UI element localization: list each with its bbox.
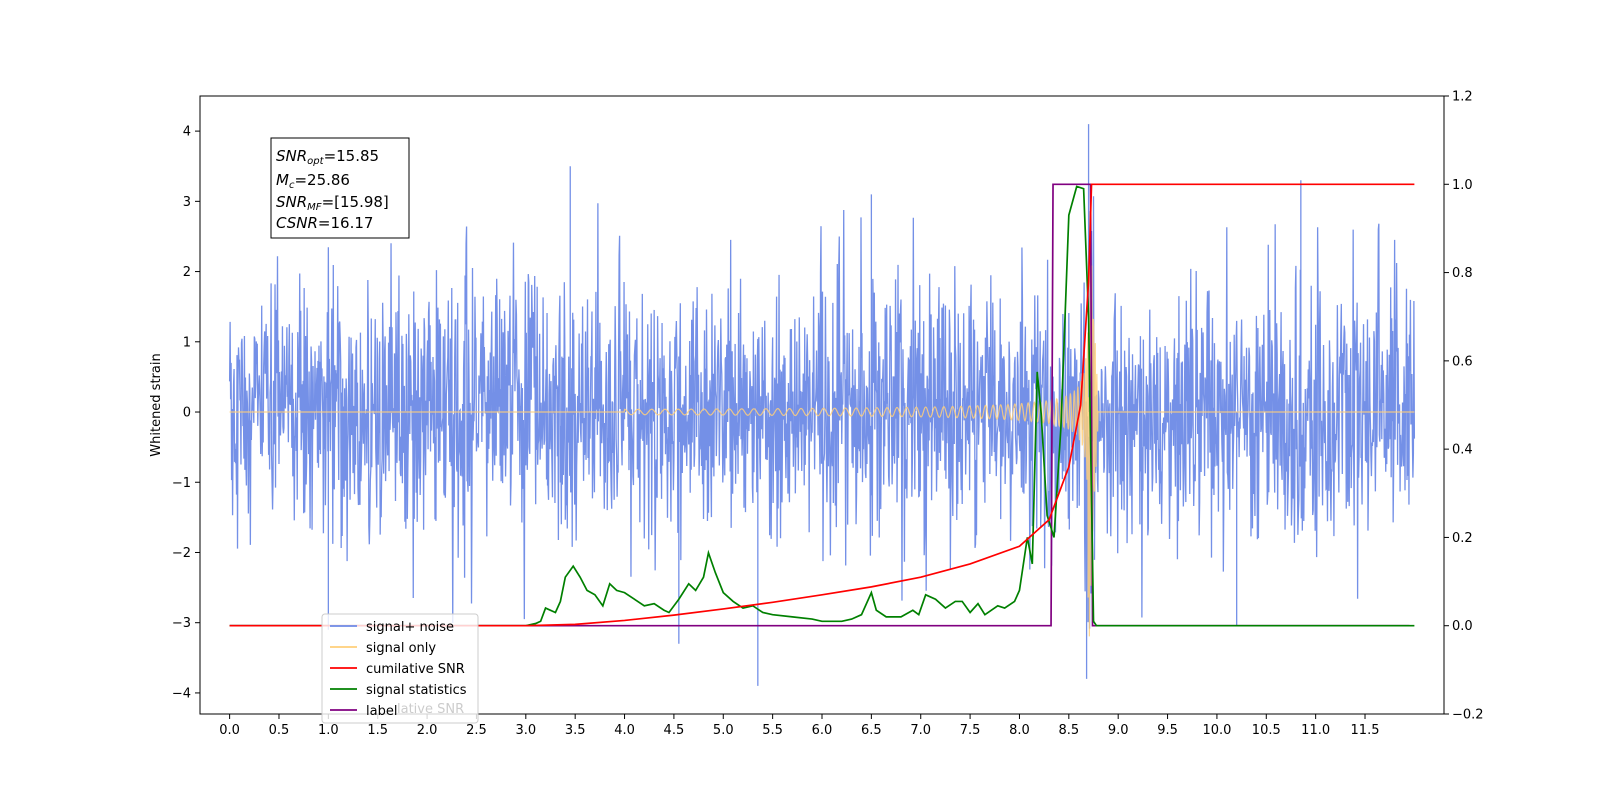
x-tick-label: 11.0 — [1301, 723, 1330, 738]
y-left-tick-label: 3 — [183, 195, 191, 210]
legend-items: signal+ noise signal only cumilative SNR si… — [330, 620, 467, 719]
y-left-tick-label: −3 — [172, 616, 191, 631]
y-right-tick-label: 0.2 — [1452, 531, 1473, 546]
y-left-tick-label: 0 — [183, 406, 191, 421]
x-tick-label: 3.5 — [565, 723, 586, 738]
x-tick-label: 5.0 — [713, 723, 734, 738]
x-tick-label: 9.0 — [1108, 723, 1129, 738]
info-snr-opt: SNRopt=15.85 — [276, 147, 379, 167]
y-left-tick-label: 2 — [183, 265, 191, 280]
y-right-axis: 1.2 1.0 0.8 0.6 0.4 0.2 0.0 −0.2 — [1444, 90, 1484, 723]
y-right-tick-label: 0.4 — [1452, 443, 1473, 458]
series-cumulative-snr — [229, 183, 1415, 627]
x-tick-label: 6.5 — [861, 723, 882, 738]
info-box-frame — [270, 137, 410, 239]
y-axis-label: Whitened strain — [149, 353, 164, 456]
legend-label: signal statistics — [366, 683, 467, 698]
y-right-tick-label: 0.8 — [1452, 266, 1473, 281]
y-right-tick-label: 1.2 — [1452, 90, 1473, 105]
x-tick-label: 0.0 — [219, 723, 240, 738]
info-mc: Mc=25.86 — [276, 171, 350, 191]
legend: lative SNR signal+ noise signal only cumil… — [321, 613, 479, 724]
legend-label: signal+ noise — [366, 620, 454, 635]
x-tick-label: 11.5 — [1351, 723, 1380, 738]
legend-frame — [321, 613, 479, 724]
info-csnr: CSNR=16.17 — [276, 214, 373, 232]
series-layer — [228, 124, 1416, 686]
x-tick-label: 10.0 — [1202, 723, 1231, 738]
y-left-tick-label: −2 — [172, 546, 191, 561]
y-right-tick-label: 1.0 — [1452, 178, 1473, 193]
y-left-tick-label: −4 — [172, 686, 191, 701]
y-left-axis: 4 3 2 1 0 −1 −2 −3 −4 — [172, 125, 200, 701]
x-tick-label: 8.5 — [1058, 723, 1079, 738]
x-tick-label: 9.5 — [1157, 723, 1178, 738]
y-right-tick-label: −0.2 — [1452, 708, 1484, 723]
x-tick-label: 5.5 — [762, 723, 783, 738]
series-signal-only — [229, 212, 1415, 637]
y-right-tick-label: 0.6 — [1452, 354, 1473, 369]
info-box: SNRopt=15.85 Mc=25.86 SNRMF=[15.98] CSNR… — [270, 137, 410, 239]
legend-label: signal only — [366, 641, 436, 656]
y-right-tick-label: 0.0 — [1452, 619, 1473, 634]
x-tick-label: 3.0 — [515, 723, 536, 738]
x-tick-label: 4.5 — [664, 723, 685, 738]
y-left-tick-label: 1 — [183, 335, 191, 350]
x-tick-label: 8.0 — [1009, 723, 1030, 738]
y-left-tick-label: 4 — [183, 125, 191, 140]
x-tick-label: 2.5 — [466, 723, 487, 738]
legend-label: label — [366, 704, 397, 719]
legend-ghost-text: lative SNR — [397, 702, 464, 717]
x-tick-label: 7.0 — [910, 723, 931, 738]
x-tick-label: 4.0 — [614, 723, 635, 738]
series-signal-statistics — [229, 185, 1415, 627]
x-tick-label: 6.0 — [812, 723, 833, 738]
x-tick-label: 10.5 — [1252, 723, 1281, 738]
legend-label: cumilative SNR — [366, 662, 465, 677]
x-tick-label: 1.0 — [318, 723, 339, 738]
x-tick-label: 1.5 — [367, 723, 388, 738]
info-snr-mf: SNRMF=[15.98] — [276, 193, 389, 213]
x-axis: 0.0 0.5 1.0 1.5 2.0 2.5 3.0 3.5 4.0 4.5 5.0 5.5 6.0 6… — [219, 714, 1379, 738]
x-tick-label: 0.5 — [269, 723, 290, 738]
x-tick-label: 7.5 — [960, 723, 981, 738]
x-tick-label: 2.0 — [417, 723, 438, 738]
y-left-tick-label: −1 — [172, 476, 191, 491]
